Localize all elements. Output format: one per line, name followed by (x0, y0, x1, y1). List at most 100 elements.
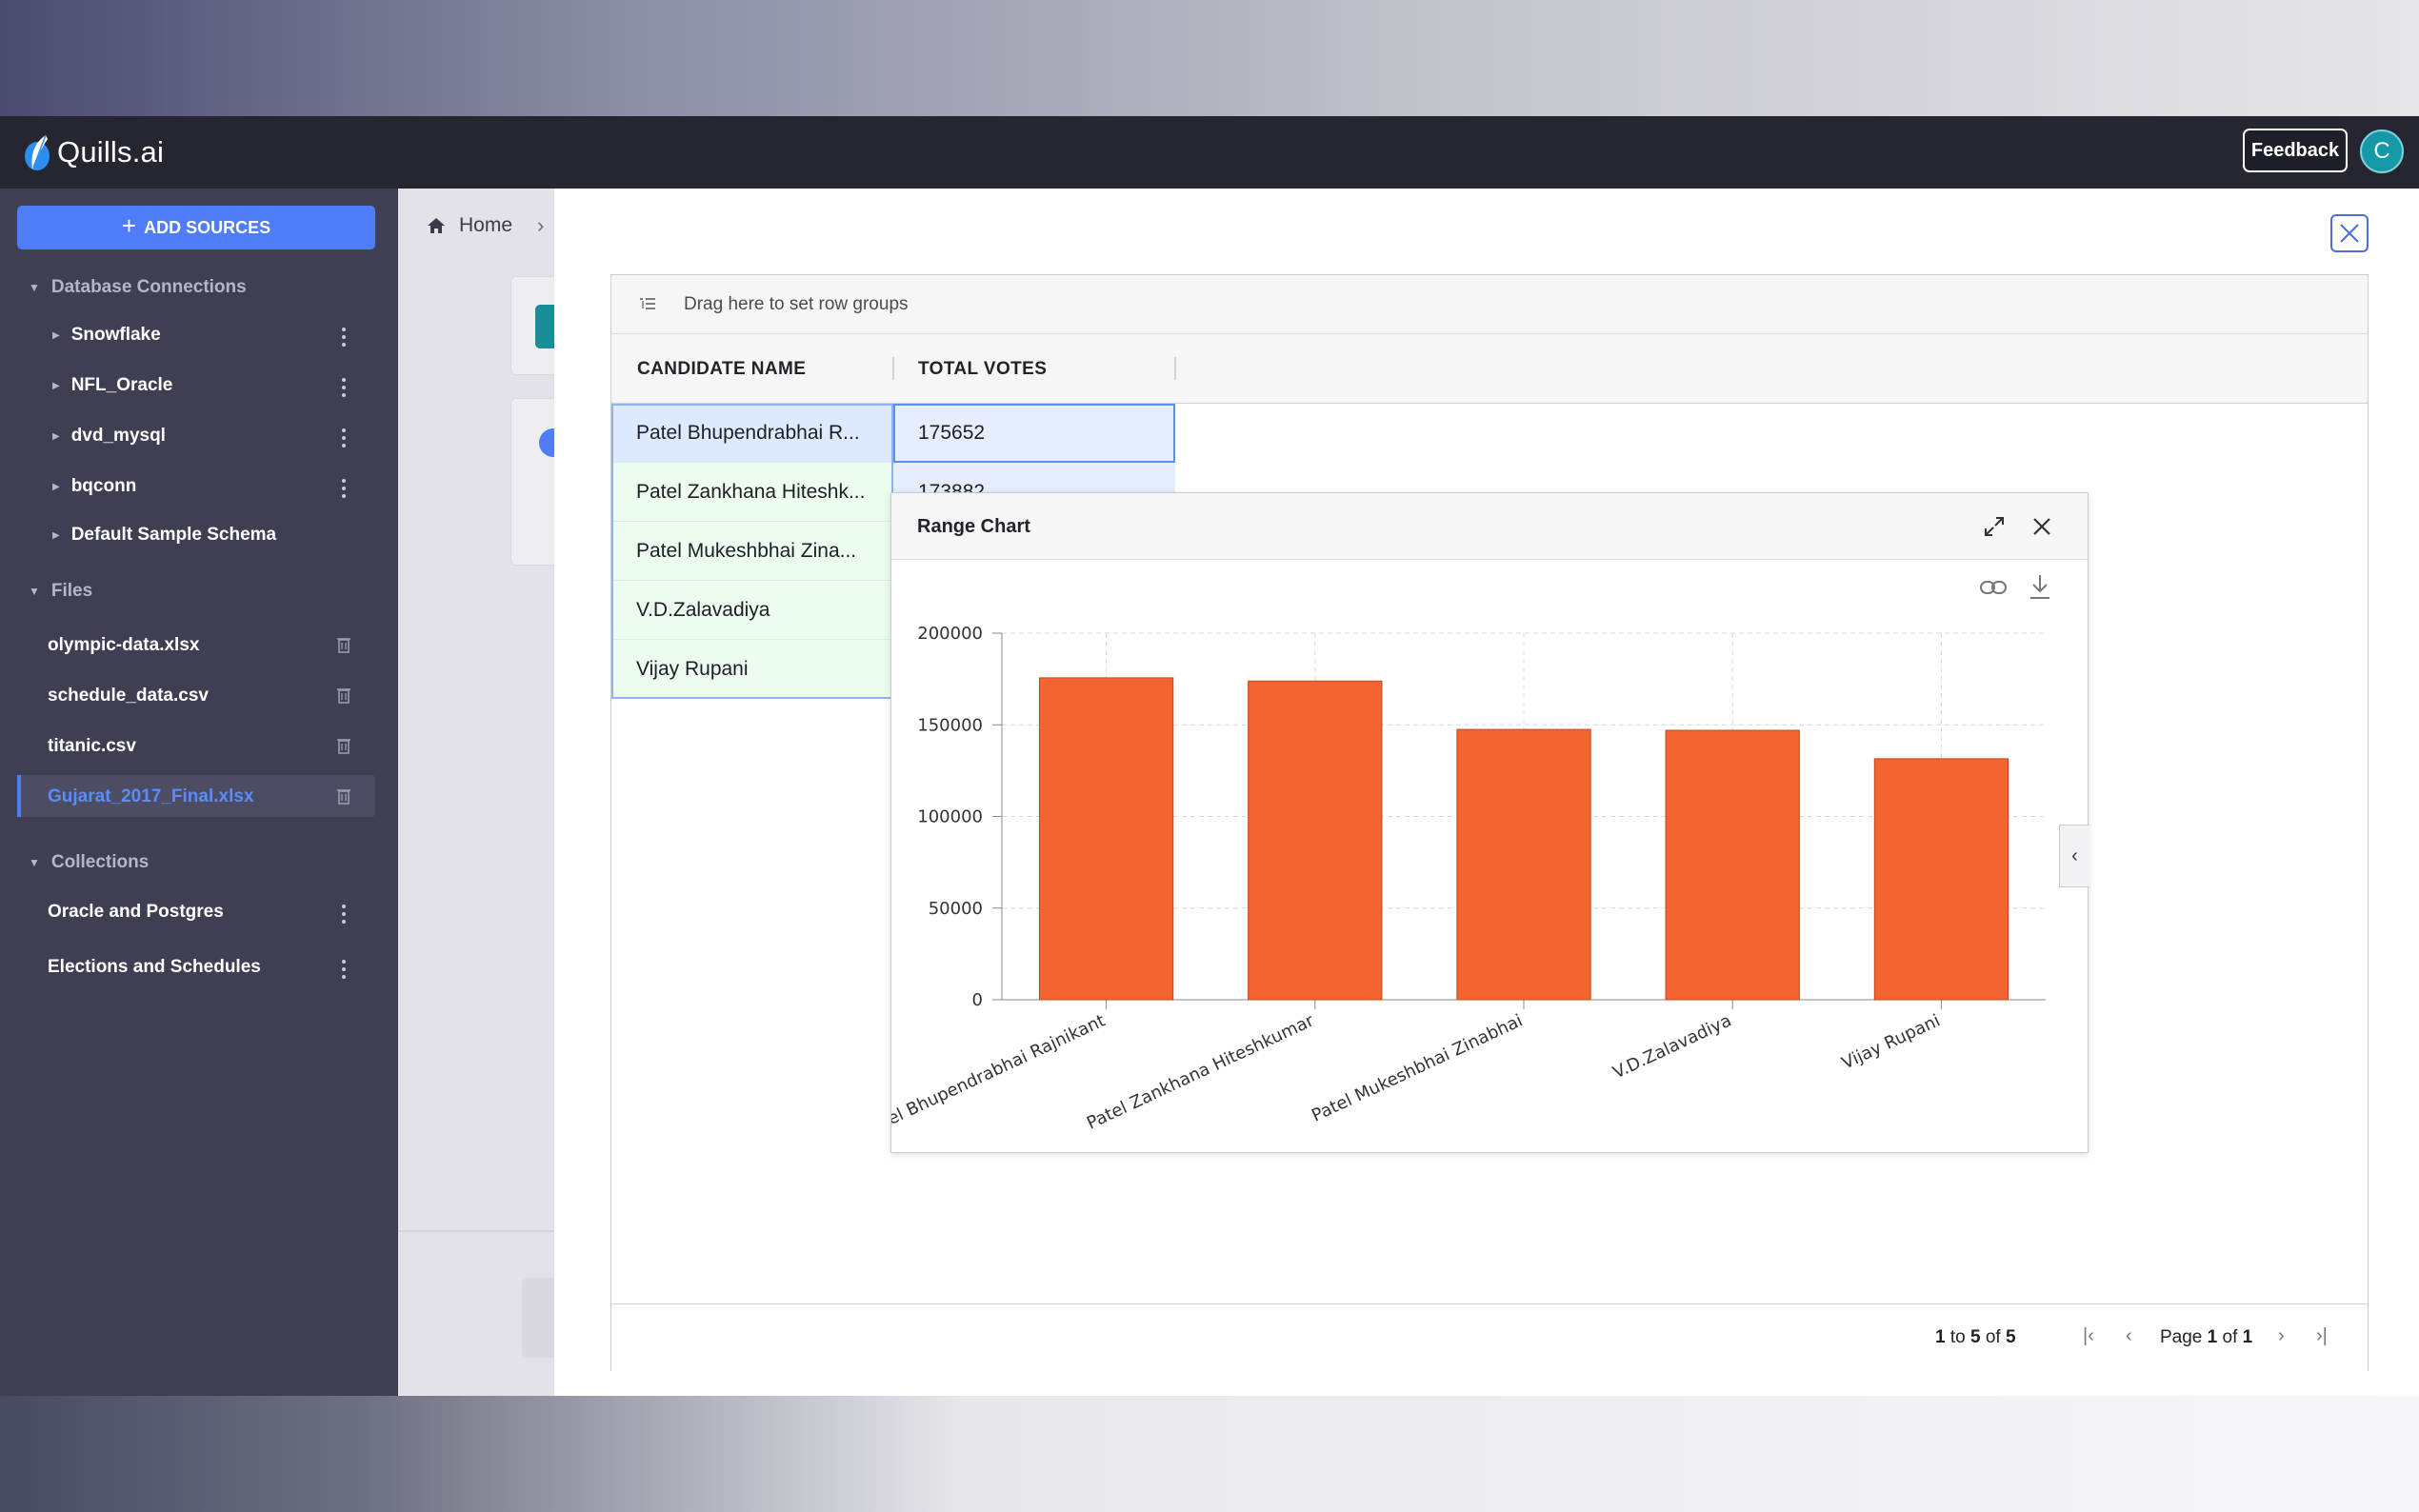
file-item-gujarat-2017[interactable]: Gujarat_2017_Final.xlsx (48, 786, 254, 806)
table-row-name[interactable]: V.D.Zalavadiya (611, 581, 893, 640)
caret-down-icon: ▼ (29, 585, 40, 598)
app-name: Quills.ai (57, 135, 165, 169)
section-database-connections[interactable]: ▼ Database Connections (29, 277, 247, 298)
table-row-name[interactable]: Vijay Rupani (611, 640, 893, 699)
add-sources-button[interactable]: + ADD SOURCES (17, 206, 375, 249)
sidebar: + ADD SOURCES ▼ Database Connections ▶ S… (0, 189, 398, 1396)
collection-item-oracle-postgres[interactable]: Oracle and Postgres (48, 902, 224, 922)
download-icon[interactable] (2030, 575, 2049, 599)
chevron-left-icon: ‹ (2071, 845, 2078, 866)
x-tick-label: Patel Bhupendrabhai Rajnikant (891, 1010, 1109, 1140)
caret-right-icon: ▶ (52, 430, 60, 442)
first-page-icon[interactable]: |‹ (2083, 1325, 2094, 1346)
table-row-name[interactable]: Patel Mukeshbhai Zina... (611, 522, 893, 581)
last-page-icon[interactable]: ›| (2316, 1325, 2328, 1346)
bar-chart: 0 50000 100000 150000 200000 Patel Bhupendra… (891, 575, 2049, 1141)
db-item-label: dvd_mysql (70, 426, 166, 446)
table-row-name[interactable]: Patel Zankhana Hiteshk... (611, 463, 893, 522)
chart-window-header: Range Chart (891, 493, 2088, 560)
caret-right-icon: ▶ (52, 529, 60, 541)
bar[interactable] (1248, 680, 1383, 1001)
chevron-right-icon: › (537, 213, 545, 237)
pagination-bar: 1 to 5 of 5 |‹ ‹ Page 1 of 1 › ›| (611, 1303, 2368, 1372)
section-files[interactable]: ▼ Files (29, 581, 92, 602)
kebab-menu-icon[interactable] (337, 903, 350, 925)
close-icon (2340, 224, 2359, 243)
app-logo[interactable]: Quills.ai (21, 131, 164, 173)
quill-logo-icon (25, 134, 50, 170)
y-tick-label: 0 (972, 990, 983, 1010)
kebab-menu-icon[interactable] (337, 427, 350, 449)
column-header-candidate-name[interactable]: CANDIDATE NAME (637, 358, 807, 379)
db-item-nfl-oracle[interactable]: ▶ NFL_Oracle (52, 375, 172, 396)
row-group-dropzone[interactable]: Drag here to set row groups (611, 275, 2368, 334)
chart-window-title: Range Chart (917, 516, 1030, 537)
background-band (0, 1396, 2419, 1512)
x-tick-label: V.D.Zalavadiya (1610, 1010, 1735, 1083)
file-item-titanic[interactable]: titanic.csv (48, 736, 136, 756)
trash-icon[interactable] (337, 636, 350, 653)
chart-bars (1038, 677, 2009, 1001)
add-sources-label: ADD SOURCES (144, 217, 271, 237)
background-card-tab (535, 305, 554, 348)
top-bar: Quills.ai Feedback C (0, 116, 2419, 189)
column-resize-handle[interactable] (892, 357, 894, 380)
prev-page-icon[interactable]: ‹ (2126, 1325, 2132, 1346)
y-tick-label: 200000 (917, 624, 983, 644)
row-group-hint: Drag here to set row groups (684, 293, 909, 314)
next-page-icon[interactable]: › (2278, 1325, 2285, 1346)
column-header-total-votes[interactable]: TOTAL VOTES (918, 358, 1048, 379)
breadcrumb: Home › (427, 213, 544, 238)
db-item-label: Snowflake (70, 325, 161, 345)
bar[interactable] (1873, 758, 2009, 1001)
table-row-name[interactable]: Patel Bhupendrabhai R... (611, 404, 893, 463)
breadcrumb-home[interactable]: Home (459, 214, 513, 236)
file-item-olympic-data[interactable]: olympic-data.xlsx (48, 635, 200, 655)
caret-down-icon: ▼ (29, 856, 40, 869)
plus-icon: + (121, 211, 137, 240)
db-item-snowflake[interactable]: ▶ Snowflake (52, 325, 161, 346)
bar[interactable] (1456, 728, 1591, 1001)
table-row-votes[interactable]: 175652 (893, 404, 1175, 463)
db-item-default-sample-schema[interactable]: ▶ Default Sample Schema (52, 525, 276, 546)
range-chart-window: Range Chart 0 50000 100000 150000 200000 Pat… (890, 492, 2089, 1153)
modal-close-button[interactable] (2330, 214, 2369, 252)
chart-panel-toggle[interactable]: ‹ (2059, 825, 2089, 887)
kebab-menu-icon[interactable] (337, 958, 350, 981)
y-axis-ticks: 0 50000 100000 150000 200000 (917, 624, 983, 1010)
section-collections[interactable]: ▼ Collections (29, 852, 149, 873)
section-label: Database Connections (50, 277, 247, 297)
y-tick-label: 100000 (917, 807, 983, 827)
y-tick-label: 150000 (917, 715, 983, 735)
trash-icon[interactable] (337, 787, 350, 805)
column-resize-handle[interactable] (1174, 357, 1176, 380)
bar[interactable] (1665, 729, 1800, 1001)
db-item-bqconn[interactable]: ▶ bqconn (52, 476, 136, 497)
kebab-menu-icon[interactable] (337, 376, 350, 399)
expand-icon[interactable] (1983, 515, 2006, 538)
x-tick-label: Patel Mukeshbhai Zinabhai (1309, 1010, 1526, 1125)
caret-right-icon: ▶ (52, 481, 60, 492)
user-avatar[interactable]: C (2360, 129, 2404, 173)
page-indicator: Page 1 of 1 (2160, 1327, 2253, 1347)
link-icon[interactable] (1980, 581, 2007, 594)
trash-icon[interactable] (337, 737, 350, 754)
db-item-label: Default Sample Schema (70, 525, 277, 545)
background-card-icon (539, 428, 556, 457)
close-icon[interactable] (2030, 515, 2053, 538)
db-item-dvd-mysql[interactable]: ▶ dvd_mysql (52, 426, 166, 447)
kebab-menu-icon[interactable] (337, 326, 350, 348)
bar[interactable] (1038, 677, 1174, 1001)
feedback-button[interactable]: Feedback (2243, 129, 2348, 172)
x-tick-label: Patel Zankhana Hiteshkumar (1084, 1010, 1317, 1133)
file-item-schedule-data[interactable]: schedule_data.csv (48, 686, 209, 706)
db-item-label: bqconn (70, 476, 137, 496)
trash-icon[interactable] (337, 686, 350, 704)
caret-right-icon: ▶ (52, 329, 60, 341)
kebab-menu-icon[interactable] (337, 477, 350, 500)
x-tick-label: Vijay Rupani (1839, 1010, 1944, 1073)
home-icon[interactable] (427, 216, 446, 235)
active-file-highlight (17, 775, 375, 817)
db-item-label: NFL_Oracle (70, 375, 173, 395)
collection-item-elections-schedules[interactable]: Elections and Schedules (48, 957, 261, 977)
